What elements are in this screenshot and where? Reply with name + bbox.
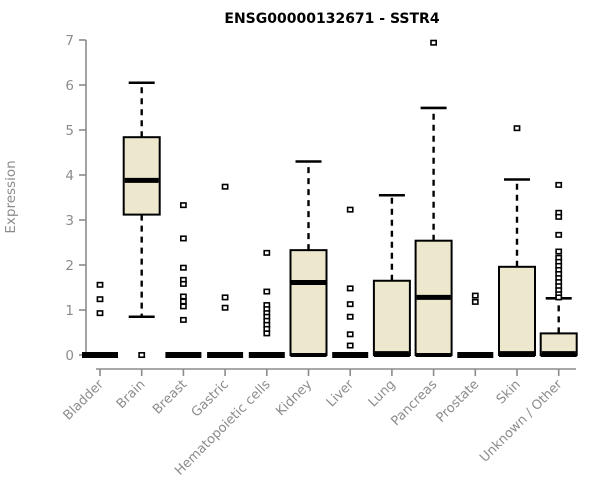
outlier-point xyxy=(471,298,479,305)
y-tick-label: 2 xyxy=(65,258,74,274)
outlier-point xyxy=(555,231,563,238)
y-tick-label: 6 xyxy=(65,78,74,94)
y-tick-label: 0 xyxy=(65,348,74,364)
outlier-point xyxy=(96,310,104,317)
outlier-point xyxy=(221,304,229,311)
outlier-point xyxy=(180,235,187,242)
y-axis: 0 1 2 3 4 5 6 7 xyxy=(65,33,87,364)
outlier-point xyxy=(221,183,229,190)
x-category-label: Brain xyxy=(114,377,149,412)
box-series xyxy=(82,39,578,358)
boxplot-unknown-other xyxy=(539,181,578,357)
flat-box-bar xyxy=(332,352,369,358)
box-rect xyxy=(289,249,328,356)
x-category-label: Lung xyxy=(366,377,399,410)
chart-title: ENSG00000132671 - SSTR4 xyxy=(224,11,439,27)
y-tick-label: 7 xyxy=(65,33,74,49)
flat-box-bar xyxy=(207,352,244,358)
x-category-label: Bladder xyxy=(61,377,108,424)
outlier-point xyxy=(471,292,479,299)
outlier-point xyxy=(180,298,187,305)
x-category-label: Kidney xyxy=(273,377,315,419)
boxplot-lung xyxy=(372,193,411,357)
outlier-point xyxy=(555,248,563,255)
boxplot-brain xyxy=(122,81,161,358)
outlier-point xyxy=(180,264,187,271)
outlier-point xyxy=(263,249,271,256)
boxplot-bladder xyxy=(82,281,118,358)
outlier-point xyxy=(180,303,187,310)
outlier-point xyxy=(346,331,354,338)
box-rect xyxy=(372,279,411,356)
boxplot-hematopoietic-cells xyxy=(248,249,285,358)
y-tick-label: 5 xyxy=(65,123,74,139)
boxplot-skin xyxy=(498,125,536,357)
outlier-point xyxy=(555,181,563,188)
outlier-point xyxy=(180,280,187,287)
x-category-label: Pancreas xyxy=(389,377,441,429)
x-category-label: Unknown / Other xyxy=(477,377,566,466)
x-category-label: Skin xyxy=(494,377,524,407)
y-tick-label: 4 xyxy=(65,168,74,184)
boxplot-prostate xyxy=(457,292,494,358)
outlier-point xyxy=(555,294,563,301)
outlier-point xyxy=(96,296,104,303)
outlier-point xyxy=(263,288,271,295)
outlier-point xyxy=(346,313,354,320)
x-category-label: Breast xyxy=(150,377,190,417)
y-tick-label: 3 xyxy=(65,213,74,229)
outlier-point xyxy=(263,330,271,337)
outlier-point xyxy=(346,301,354,308)
y-tick-label: 1 xyxy=(65,303,74,319)
boxplot-pancreas xyxy=(414,39,453,357)
boxplot-kidney xyxy=(289,160,328,357)
flat-box-bar xyxy=(248,352,285,358)
boxplot-liver xyxy=(332,206,369,358)
outlier-point xyxy=(180,202,187,209)
outlier-point xyxy=(555,213,563,220)
flat-box-bar xyxy=(457,352,494,358)
outlier-point xyxy=(96,281,104,288)
outlier-point xyxy=(221,294,229,301)
outlier-point xyxy=(430,39,437,46)
box-rect xyxy=(122,136,161,216)
outlier-point xyxy=(346,206,354,213)
outlier-point xyxy=(346,285,354,292)
x-category-label: Prostate xyxy=(434,377,482,425)
boxplot-breast xyxy=(165,202,202,358)
outlier-point xyxy=(513,125,521,132)
flat-box-bar xyxy=(165,352,202,358)
flat-box-bar xyxy=(82,352,118,358)
x-category-label: Liver xyxy=(324,377,358,411)
box-rect xyxy=(498,265,536,356)
outlier-point xyxy=(138,351,146,358)
outlier-point xyxy=(346,342,354,349)
outlier-point xyxy=(180,316,187,323)
boxplot-gastric xyxy=(207,183,244,358)
y-axis-label: Expression xyxy=(3,160,19,233)
outlier-point xyxy=(180,293,187,300)
